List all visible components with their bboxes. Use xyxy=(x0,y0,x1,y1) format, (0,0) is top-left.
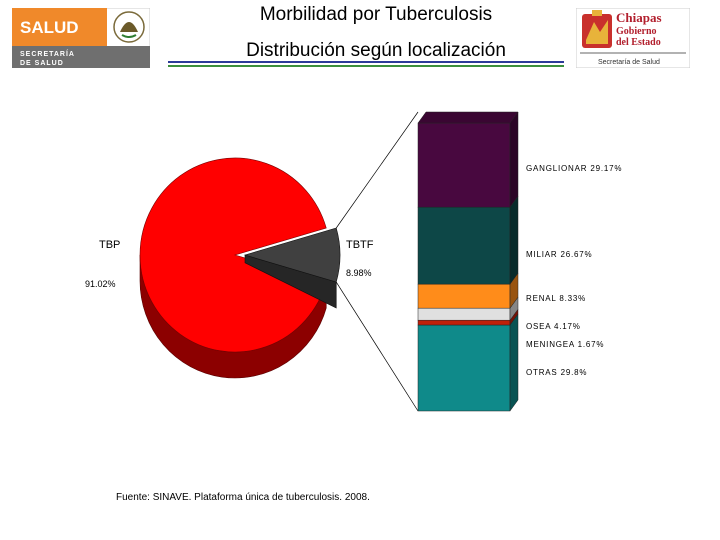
page-title: Morbilidad por Tuberculosis xyxy=(259,4,493,25)
chiapas-logo-title: Chiapas xyxy=(616,10,662,25)
bar-segment-otras xyxy=(417,324,511,412)
title-divider-green xyxy=(168,65,564,67)
bar-segment-osea xyxy=(417,307,511,321)
bar-label-renal: RENAL 8.33% xyxy=(526,294,586,303)
bar-segment-otras-side xyxy=(509,313,519,412)
bar-segment-miliar xyxy=(417,206,511,285)
salud-logo-sub1: SECRETARÍA xyxy=(20,49,75,58)
chiapas-logo: Chiapas Gobierno del Estado Secretaría d… xyxy=(576,8,690,68)
bar-label-miliar: MILIAR 26.67% xyxy=(526,250,592,259)
bar-segment-ganglionar-side xyxy=(509,111,519,208)
title-divider-blue xyxy=(168,61,564,63)
chiapas-logo-sub1: Gobierno xyxy=(616,26,657,37)
salud-logo-text: SALUD xyxy=(20,18,79,37)
connector-line-top xyxy=(335,111,419,229)
coat-of-arms-icon xyxy=(582,10,612,48)
source-note: Fuente: SINAVE. Plataforma única de tube… xyxy=(116,492,370,503)
bar-segment-miliar-side xyxy=(509,195,519,285)
bar-label-ganglionar: GANGLIONAR 29.17% xyxy=(526,164,622,173)
page-subtitle: Distribución según localización xyxy=(246,40,506,61)
bar-segment-renal xyxy=(417,283,511,309)
bar-label-osea: OSEA 4.17% xyxy=(526,322,581,331)
pie-slice-tbtf xyxy=(243,227,341,283)
bar-segment-ganglionar xyxy=(417,122,511,208)
eagle-emblem-icon xyxy=(113,11,145,43)
bar-segment-meningea xyxy=(417,319,511,326)
bar-label-meningea: MENINGEA 1.67% xyxy=(526,340,604,349)
chiapas-logo-sub2: del Estado xyxy=(616,37,661,48)
pie-value-tbp: 91.02% xyxy=(85,279,116,289)
pie-slice-tbp xyxy=(139,157,327,353)
bar-label-otras: OTRAS 29.8% xyxy=(526,368,587,377)
chiapas-logo-sub3: Secretaría de Salud xyxy=(598,59,660,66)
pie-value-tbtf: 8.98% xyxy=(346,268,372,278)
pie-label-tbp: TBP xyxy=(99,239,120,251)
salud-logo: SALUD SECRETARÍA DE SALUD xyxy=(12,8,150,68)
connector-line-bottom xyxy=(335,281,419,412)
pie-label-tbtf: TBTF xyxy=(346,239,374,251)
bar-top-face xyxy=(417,111,519,124)
salud-logo-sub2: DE SALUD xyxy=(20,60,64,67)
